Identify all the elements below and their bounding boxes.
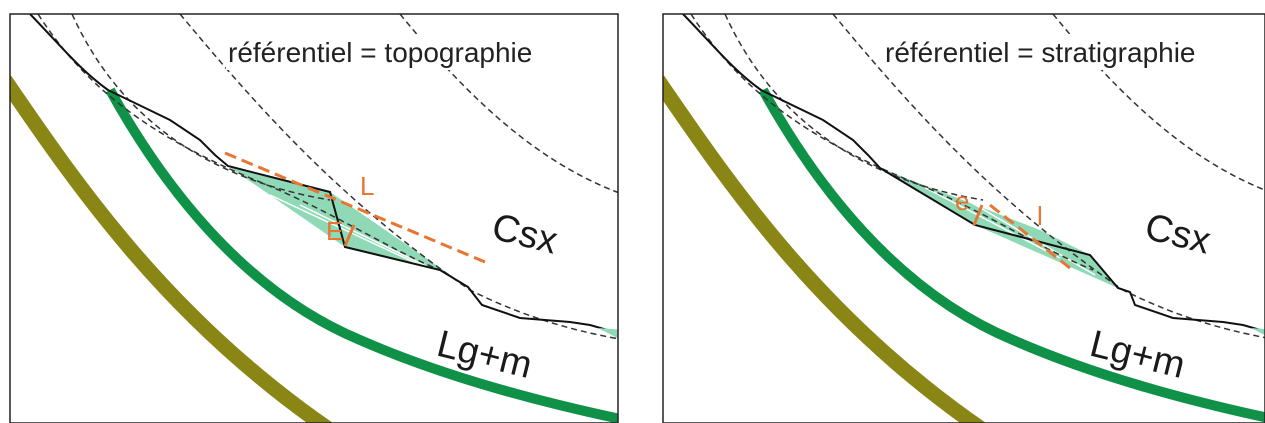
dashed-surface: [179, 14, 618, 340]
panel-stratigraphie: référentiel = stratigraphie l e Csx Lg+m: [662, 13, 1265, 423]
unit-label-upper: Csx: [1141, 206, 1215, 263]
green-layer: [105, 87, 618, 423]
slide-inner-line: [919, 184, 1061, 259]
unit-label-upper: Csx: [488, 206, 562, 263]
panel-title: référentiel = stratigraphie: [885, 37, 1196, 68]
panel-frame: [9, 13, 619, 423]
slide-inner-line: [269, 194, 421, 266]
measure-thickness-line: [972, 204, 984, 226]
panel-topographie: référentiel = topographie L E Csx Lg+m: [9, 13, 619, 423]
toe-fill: [1251, 328, 1265, 336]
olive-layer: [663, 75, 987, 423]
olive-layer: [10, 75, 334, 423]
green-layer: [758, 87, 1265, 423]
dashed-surface: [832, 14, 1265, 339]
measure-length-line: [224, 151, 486, 264]
measure-length-label: l: [1037, 201, 1043, 231]
measure-thickness-label: E: [326, 216, 343, 246]
panel-frame: [662, 13, 1265, 423]
toe-fill: [598, 328, 618, 339]
measure-thickness-line: [343, 224, 356, 247]
topographic-profile: [682, 14, 1265, 333]
dashed-surface: [37, 14, 441, 271]
topographic-profile: [29, 14, 618, 335]
dashed-surface: [724, 14, 984, 201]
slide-mass: [880, 168, 1118, 288]
dashed-surface: [71, 14, 331, 201]
measure-thickness-label: e: [955, 186, 969, 216]
measure-length-label: L: [360, 171, 374, 201]
panel-title: référentiel = topographie: [228, 37, 532, 68]
